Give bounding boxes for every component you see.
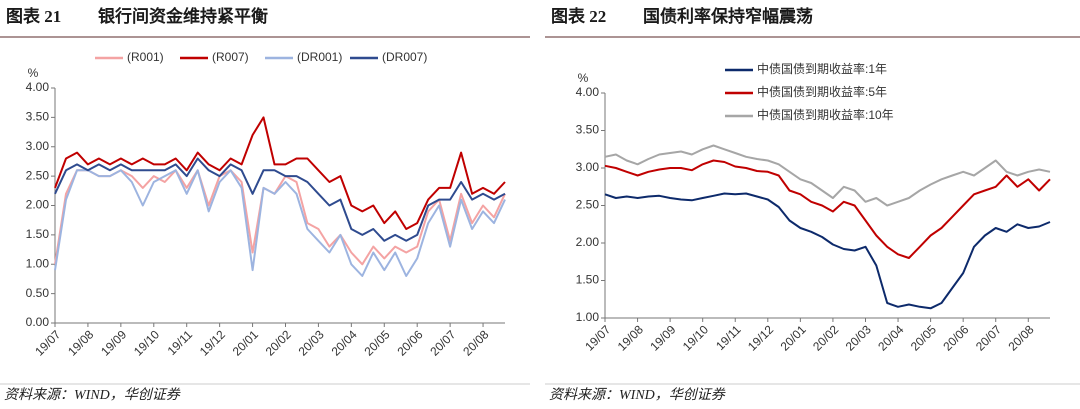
legend-label: 中债国债到期收益率:10年: [757, 107, 894, 122]
x-tick-label: 19/12: [197, 327, 228, 358]
x-tick-label: 20/01: [230, 327, 261, 358]
y-tick-label: 1.50: [576, 273, 600, 287]
x-tick-label: 19/11: [165, 327, 196, 358]
x-tick-label: 20/07: [973, 322, 1004, 353]
y-tick-label: 4.00: [26, 80, 50, 94]
legend-label: 中债国债到期收益率:5年: [757, 84, 887, 99]
x-tick-label: 20/08: [460, 327, 491, 358]
x-tick-label: 20/08: [1006, 322, 1037, 353]
x-tick-label: 19/07: [32, 327, 63, 358]
y-tick-label: 4.00: [576, 85, 600, 99]
x-tick-label: 19/07: [582, 322, 613, 353]
y-tick-label: 3.50: [576, 123, 600, 137]
x-tick-label: 19/10: [131, 327, 162, 358]
y-tick-label: 2.50: [26, 168, 50, 182]
series-line: [604, 144, 1051, 207]
y-tick-label: 1.00: [576, 310, 600, 324]
legend-label: 中债国债到期收益率:1年: [757, 61, 887, 76]
figure-label: 图表 22: [551, 6, 606, 26]
x-tick-label: 19/10: [680, 322, 711, 353]
legend-label: (DR001): [297, 50, 342, 64]
series-line: [604, 192, 1051, 310]
chart-title: 银行间资金维持紧平衡: [98, 6, 268, 26]
series-line: [604, 159, 1051, 259]
x-tick-label: 19/09: [647, 322, 678, 353]
source: 资料来源：WIND，华创证券: [4, 387, 181, 403]
x-tick-label: 19/11: [713, 322, 744, 353]
series-line: [54, 169, 506, 277]
x-tick-label: 20/02: [810, 322, 841, 353]
chart-title: 国债利率保持窄幅震荡: [643, 6, 813, 26]
y-tick-label: 1.00: [26, 256, 50, 270]
x-tick-label: 20/03: [296, 327, 327, 358]
y-tick-label: 0.00: [26, 315, 50, 329]
x-tick-label: 20/04: [875, 322, 906, 353]
figure-label: 图表 21: [6, 6, 61, 26]
y-tick-label: 1.50: [26, 227, 50, 241]
x-tick-label: 20/05: [908, 322, 939, 353]
series-line: [54, 169, 506, 266]
x-tick-label: 19/08: [65, 327, 96, 358]
x-tick-label: 19/08: [615, 322, 646, 353]
x-tick-label: 20/05: [361, 327, 392, 358]
y-tick-label: 2.50: [576, 198, 600, 212]
y-unit: %: [28, 66, 39, 80]
y-tick-label: 2.00: [576, 235, 600, 249]
y-tick-label: 0.50: [26, 286, 50, 300]
x-tick-label: 20/07: [427, 327, 458, 358]
legend-label: (DR007): [382, 50, 427, 64]
source: 资料来源：WIND，华创证券: [549, 387, 726, 403]
y-unit: %: [578, 71, 589, 85]
y-tick-label: 3.50: [26, 110, 50, 124]
legend-label: (R001): [127, 50, 164, 64]
series-line: [54, 116, 506, 230]
x-tick-label: 19/12: [745, 322, 776, 353]
x-tick-label: 20/04: [329, 327, 360, 358]
y-tick-label: 3.00: [26, 139, 50, 153]
y-tick-label: 2.00: [26, 198, 50, 212]
x-tick-label: 20/06: [940, 322, 971, 353]
y-tick-label: 3.00: [576, 160, 600, 174]
legend-label: (R007): [212, 50, 249, 64]
x-tick-label: 20/02: [263, 327, 294, 358]
x-tick-label: 20/03: [843, 322, 874, 353]
x-tick-label: 19/09: [98, 327, 129, 358]
series-line: [54, 157, 506, 242]
x-tick-label: 20/06: [394, 327, 425, 358]
x-tick-label: 20/01: [778, 322, 809, 353]
